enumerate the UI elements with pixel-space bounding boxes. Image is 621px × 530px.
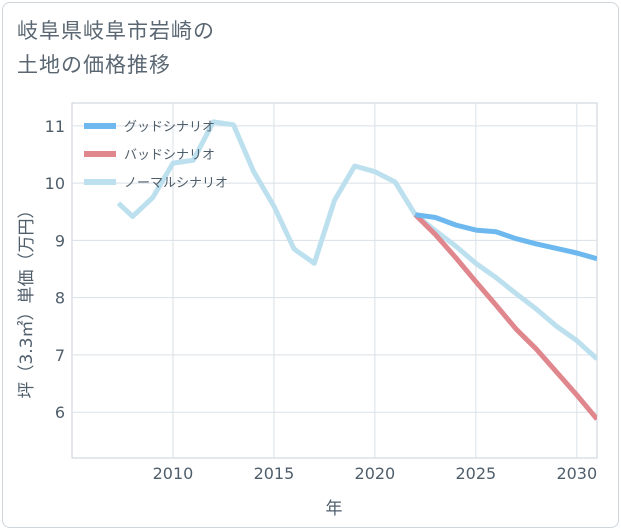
- series-line-2: [116, 119, 597, 361]
- x-tick-label: 2015: [254, 464, 295, 483]
- grid-lines: [72, 103, 597, 458]
- y-tick-label: 11: [45, 117, 65, 136]
- series-lines: [116, 119, 597, 421]
- x-tick-label: 2010: [153, 464, 194, 483]
- legend-label-0: グッドシナリオ: [124, 120, 215, 135]
- legend-label-2: ノーマルシナリオ: [124, 176, 228, 191]
- y-tick-label: 7: [55, 346, 65, 365]
- y-tick-labels: 6 7 8 9 10 11: [45, 117, 65, 422]
- x-tick-label: 2025: [455, 464, 496, 483]
- x-tick-label: 2020: [355, 464, 396, 483]
- y-tick-label: 8: [55, 289, 65, 308]
- y-tick-label: 9: [55, 231, 65, 250]
- series-line-1: [413, 212, 597, 421]
- x-tick-label: 2030: [556, 464, 597, 483]
- x-tick-labels: 2010 2015 2020 2025 2030: [153, 464, 598, 483]
- title-line-1: 岐阜県岐阜市岩崎の: [17, 19, 215, 43]
- title-line-2: 土地の価格推移: [17, 53, 171, 77]
- chart-title: 岐阜県岐阜市岩崎の 土地の価格推移: [17, 14, 215, 82]
- x-axis-title: 年: [326, 499, 343, 519]
- y-tick-label: 6: [55, 403, 65, 422]
- y-axis-title: 坪（3.3㎡）単価（万円）: [17, 201, 37, 398]
- plot-area: [71, 102, 598, 459]
- y-tick-label: 10: [45, 174, 65, 193]
- legend-label-1: バッドシナリオ: [124, 148, 215, 163]
- series-line-0: [414, 212, 597, 262]
